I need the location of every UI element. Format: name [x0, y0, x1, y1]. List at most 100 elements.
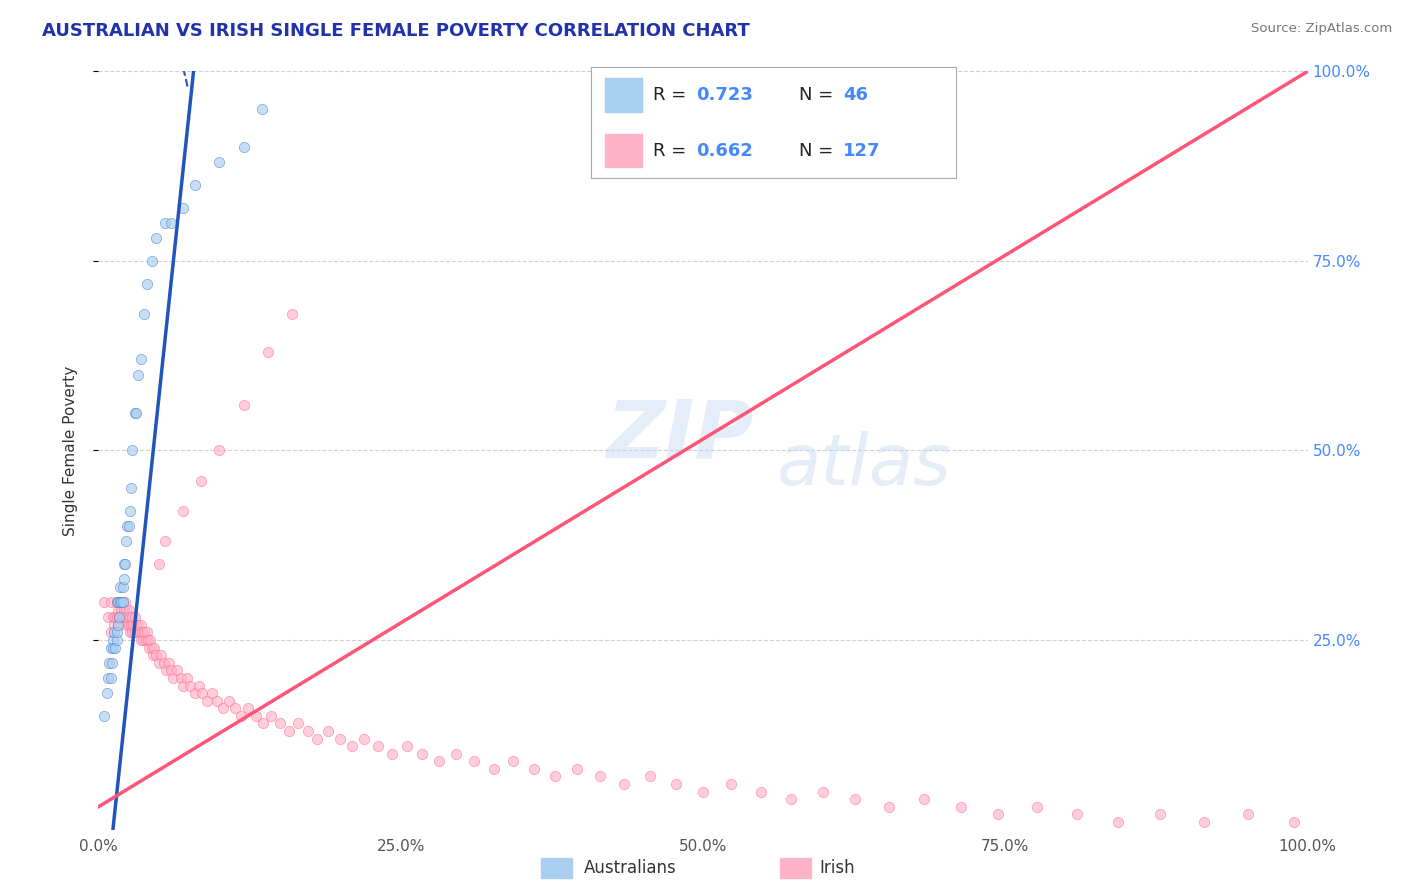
Point [287, 716, 309, 731]
Point [166, 664, 188, 678]
Point [125, 405, 148, 420]
Point [1066, 807, 1088, 822]
Point [129, 617, 152, 632]
Point [105, 610, 128, 624]
Point [98, 656, 121, 670]
Point [278, 724, 301, 739]
Point [107, 595, 129, 609]
Point [148, 656, 170, 670]
Point [114, 595, 136, 609]
Point [811, 785, 834, 799]
Point [138, 640, 160, 655]
Point [208, 443, 231, 458]
Point [101, 640, 124, 655]
Point [250, 103, 273, 117]
Point [367, 739, 389, 753]
Point [307, 731, 329, 746]
Point [184, 686, 207, 700]
Point [232, 140, 254, 154]
Point [110, 595, 132, 609]
Bar [605, 78, 641, 112]
Point [329, 731, 352, 746]
Text: 0.662: 0.662 [696, 142, 754, 160]
Point [589, 769, 612, 784]
Text: R =: R = [652, 142, 692, 160]
Point [135, 625, 157, 640]
Point [153, 534, 176, 549]
Point [148, 557, 170, 572]
Point [115, 534, 138, 549]
Point [316, 724, 339, 739]
Point [665, 777, 688, 791]
Point [121, 610, 143, 624]
Point [134, 307, 156, 321]
Point [107, 603, 129, 617]
Point [117, 610, 139, 624]
Point [118, 610, 141, 624]
Text: atlas: atlas [776, 431, 950, 500]
Point [446, 747, 468, 761]
Text: 127: 127 [842, 142, 880, 160]
Point [108, 595, 131, 609]
Text: Source: ZipAtlas.com: Source: ZipAtlas.com [1251, 22, 1392, 36]
Point [152, 656, 174, 670]
Point [195, 694, 218, 708]
Point [395, 739, 418, 753]
Point [112, 603, 135, 617]
Point [190, 474, 212, 488]
Point [502, 755, 524, 769]
Point [128, 625, 150, 640]
Point [1107, 815, 1129, 830]
Point [118, 625, 141, 640]
Point [201, 686, 224, 700]
Point [187, 678, 209, 692]
Point [124, 405, 146, 420]
Point [205, 694, 228, 708]
Point [162, 671, 184, 685]
Text: 0.723: 0.723 [696, 86, 754, 103]
Point [692, 785, 714, 799]
Point [124, 610, 146, 624]
Point [107, 617, 129, 632]
Point [179, 678, 201, 692]
Text: Irish: Irish [820, 859, 855, 877]
Point [191, 686, 214, 700]
Point [429, 755, 451, 769]
Point [245, 708, 267, 723]
Point [142, 648, 165, 662]
Point [1149, 807, 1171, 822]
Point [987, 807, 1010, 822]
Point [145, 231, 167, 245]
Point [1025, 800, 1047, 814]
Point [132, 633, 155, 648]
Point [121, 625, 143, 640]
Point [411, 747, 433, 761]
Point [160, 216, 183, 230]
Point [112, 573, 135, 587]
Point [150, 648, 173, 662]
Point [381, 747, 404, 761]
Point [256, 344, 278, 359]
Point [107, 617, 129, 632]
Point [101, 610, 124, 624]
Point [93, 708, 115, 723]
Point [118, 617, 141, 632]
Point [523, 762, 546, 776]
Point [111, 595, 134, 609]
Point [111, 580, 134, 594]
Point [252, 716, 274, 731]
Point [121, 443, 143, 458]
Point [212, 701, 235, 715]
Point [1192, 815, 1215, 830]
Point [218, 694, 240, 708]
Point [238, 701, 260, 715]
Point [141, 253, 163, 268]
Point [103, 617, 125, 632]
Point [118, 519, 141, 533]
Point [112, 557, 135, 572]
Point [877, 800, 900, 814]
Point [638, 769, 661, 784]
Point [260, 708, 283, 723]
Text: R =: R = [652, 86, 692, 103]
Point [482, 762, 505, 776]
